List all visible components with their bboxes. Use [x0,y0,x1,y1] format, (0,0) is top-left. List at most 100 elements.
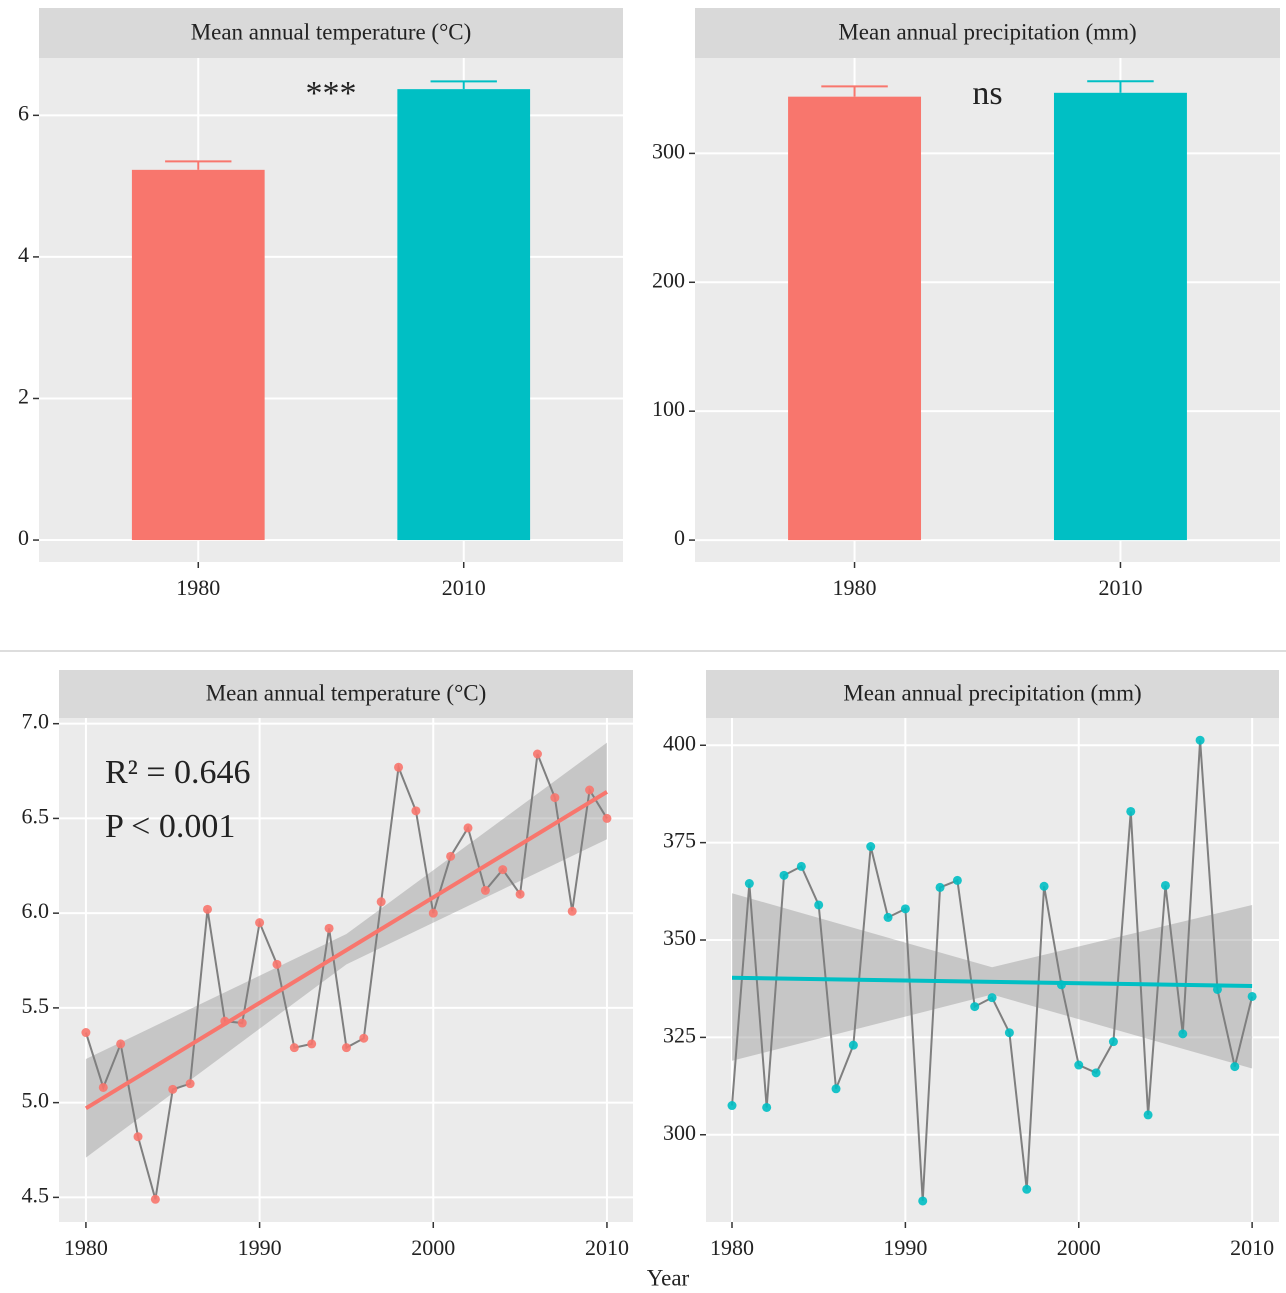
data-point [428,908,438,918]
data-point [394,762,404,772]
y-tick-label: 200 [652,267,685,292]
data-point [463,823,473,833]
data-point [116,1039,126,1049]
data-point [446,851,456,861]
y-tick-label: 6 [18,100,29,125]
data-point [567,906,577,916]
data-point [376,897,386,907]
data-point [324,923,334,933]
plot-background [706,718,1279,1222]
data-point [831,1084,841,1094]
data-point [883,912,893,922]
data-point [796,861,806,871]
y-tick-label: 350 [663,925,696,950]
annotation: ns [972,75,1002,112]
data-point [289,1043,299,1053]
y-tick-label: 4 [18,242,29,267]
y-tick-label: 5.0 [22,1088,50,1113]
data-point [1212,984,1222,994]
data-point [900,904,910,914]
bar [1053,92,1187,541]
y-tick-label: 100 [652,396,685,421]
y-tick-label: 2 [18,384,29,409]
data-point [1022,1184,1032,1194]
data-point [602,813,612,823]
bar [397,89,531,541]
data-point [1056,980,1066,990]
data-point [1247,991,1257,1001]
data-point [918,1196,928,1206]
x-tick-label: 1980 [710,1235,754,1260]
data-point [81,1028,91,1038]
data-point [133,1132,143,1142]
data-point [727,1101,737,1111]
data-point [98,1082,108,1092]
data-point [1143,1110,1153,1120]
data-point [866,842,876,852]
data-point [550,793,560,803]
data-point [1091,1068,1101,1078]
panel-title: Mean annual precipitation (mm) [838,19,1136,44]
data-point [744,879,754,889]
x-tick-label: 2000 [411,1235,455,1260]
data-point [359,1033,369,1043]
data-point [202,904,212,914]
panel-title: Mean annual precipitation (mm) [843,680,1141,705]
data-point [1039,881,1049,891]
y-tick-label: 400 [663,730,696,755]
strip [706,670,1279,718]
x-tick-label: 1990 [238,1235,282,1260]
x-tick-label: 2000 [1057,1235,1101,1260]
x-tick-label: 1990 [883,1235,927,1260]
y-tick-label: 375 [663,828,696,853]
y-tick-label: 6.5 [22,803,50,828]
x-tick-label: 2010 [1098,575,1142,600]
data-point [168,1084,178,1094]
strip [39,8,623,58]
plot-background [39,58,623,562]
error-bar [1087,80,1154,93]
annotation: P < 0.001 [105,808,235,845]
data-point [1160,880,1170,890]
trend-line [731,975,1253,988]
data-point [585,785,595,795]
bar [131,169,265,541]
data-point [255,918,265,928]
data-point [1074,1060,1084,1070]
data-point [762,1102,772,1112]
data-point [1230,1062,1240,1072]
error-bar [165,160,232,170]
y-tick-label: 7.0 [22,709,50,734]
x-tick-label: 1980 [176,575,220,600]
data-point [185,1079,195,1089]
data-point [779,870,789,880]
y-tick-label: 300 [652,138,685,163]
x-tick-label: 2010 [442,575,486,600]
x-axis-label: Year [647,1265,690,1290]
data-point [1126,806,1136,816]
data-point [987,993,997,1003]
data-point [150,1194,160,1204]
data-point [1108,1037,1118,1047]
bar [788,96,922,541]
data-point [515,889,525,899]
data-point [341,1043,351,1053]
data-point [1178,1029,1188,1039]
y-tick-label: 4.5 [22,1182,50,1207]
data-point [970,1002,980,1012]
y-tick-label: 300 [663,1120,696,1145]
data-point [220,1016,230,1026]
data-point [307,1039,317,1049]
data-point [1195,735,1205,745]
data-point [814,900,824,910]
annotation: R² = 0.646 [105,754,251,791]
y-tick-label: 0 [674,525,685,550]
strip [59,670,633,718]
data-point [952,875,962,885]
y-tick-label: 5.5 [22,993,50,1018]
y-tick-label: 0 [18,525,29,550]
error-bar [430,80,497,90]
data-point [411,806,421,816]
panel-title: Mean annual temperature (°C) [191,19,472,44]
